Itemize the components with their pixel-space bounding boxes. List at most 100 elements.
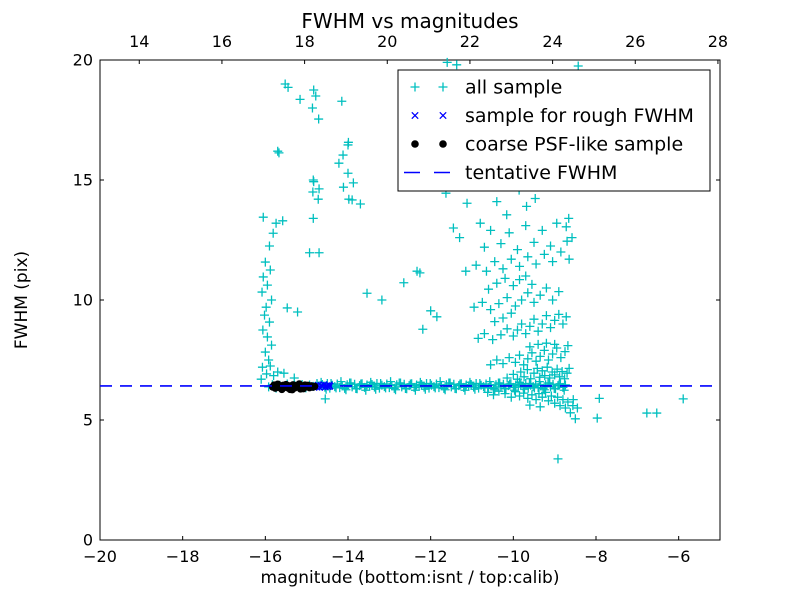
plus-marker [338, 150, 348, 160]
top-tick-label: 20 [377, 32, 397, 51]
plus-marker [418, 324, 428, 334]
plus-marker [381, 383, 391, 393]
plus-marker [430, 383, 440, 393]
plus-marker [530, 193, 540, 203]
plus-marker [522, 201, 532, 211]
plus-marker [508, 369, 518, 379]
axes-layer: −20 −18 −16 −14 −12 −10 −8 −6 14 16 18 20 22 24 26 28 0 5… [73, 32, 728, 566]
plus-marker [268, 228, 278, 238]
plus-marker [521, 329, 531, 339]
plus-marker [502, 324, 512, 334]
plus-marker [552, 364, 562, 374]
x-marker [439, 111, 447, 120]
plus-marker [386, 377, 396, 387]
plus-marker [531, 259, 541, 269]
plus-marker [347, 195, 357, 205]
legend-box [397, 69, 711, 192]
plus-marker [498, 264, 508, 274]
plus-marker [494, 299, 504, 309]
plus-marker [563, 341, 573, 351]
plus-marker [573, 61, 583, 71]
plus-marker [558, 319, 568, 329]
plus-marker [258, 272, 268, 282]
plus-marker [572, 403, 582, 413]
plus-marker [562, 368, 572, 378]
plus-marker [521, 221, 531, 231]
plus-marker [539, 249, 549, 259]
plus-marker [448, 223, 458, 233]
plus-marker [309, 85, 319, 95]
plus-marker [262, 280, 272, 290]
plus-marker [516, 367, 526, 377]
plus-marker [515, 350, 525, 360]
plus-marker [519, 388, 529, 398]
plus-marker [264, 317, 274, 327]
plus-marker [529, 368, 539, 378]
plus-marker [526, 374, 536, 384]
plus-marker [541, 387, 551, 397]
legend-entry-label: all sample [465, 77, 562, 99]
plus-marker [305, 248, 315, 258]
plus-marker [559, 385, 569, 395]
plus-marker [308, 187, 318, 197]
plus-marker [502, 293, 512, 303]
plus-marker [548, 295, 558, 305]
plus-marker [512, 325, 522, 335]
plus-marker [537, 392, 547, 402]
plus-marker [529, 314, 539, 324]
plus-marker [535, 351, 545, 361]
top-tick-label: 28 [708, 32, 728, 51]
plus-marker [470, 384, 480, 394]
plus-marker [371, 384, 381, 394]
plus-marker [337, 96, 347, 106]
series-all-sample [256, 57, 688, 464]
x-tick-label: −16 [248, 547, 282, 566]
plus-marker [455, 233, 465, 243]
plus-marker [265, 361, 275, 371]
plus-marker [550, 339, 560, 349]
dot-marker [310, 382, 319, 391]
plus-marker [264, 241, 274, 251]
y-tick-label: 0 [83, 531, 93, 550]
plus-marker [525, 342, 535, 352]
plus-marker [546, 391, 556, 401]
plus-marker [490, 257, 500, 267]
plus-marker [523, 252, 533, 262]
plus-marker [550, 315, 560, 325]
plus-marker [399, 278, 409, 288]
y-tick-label: 10 [73, 291, 93, 310]
plus-marker [267, 340, 277, 350]
plus-marker [461, 266, 471, 276]
plus-marker [490, 385, 500, 395]
plus-marker [314, 184, 324, 194]
plus-marker [314, 114, 324, 124]
plus-marker [479, 242, 489, 252]
plus-marker [568, 395, 578, 405]
plus-marker [550, 370, 560, 380]
top-tick-label: 22 [460, 32, 480, 51]
plus-marker [592, 413, 602, 423]
plus-marker [541, 283, 551, 293]
plus-marker [552, 218, 562, 228]
plus-marker [543, 396, 553, 406]
plus-marker [502, 210, 512, 220]
dot-marker [411, 140, 419, 148]
plus-marker [307, 103, 317, 113]
plus-marker [515, 261, 525, 271]
plus-marker [533, 326, 543, 336]
legend-entry-all-sample: all sample [410, 77, 562, 99]
plus-marker [262, 332, 272, 342]
plus-marker [484, 284, 494, 294]
plus-marker [553, 392, 563, 402]
plus-marker [495, 378, 505, 388]
plus-marker [256, 374, 266, 384]
plus-marker [510, 385, 520, 395]
plus-marker [642, 408, 652, 418]
plus-marker [523, 288, 533, 298]
plus-marker [481, 266, 491, 276]
plus-marker [502, 373, 512, 383]
plus-marker [562, 236, 572, 246]
plus-marker [488, 335, 498, 345]
plus-marker [377, 295, 387, 305]
plus-marker [260, 310, 270, 320]
